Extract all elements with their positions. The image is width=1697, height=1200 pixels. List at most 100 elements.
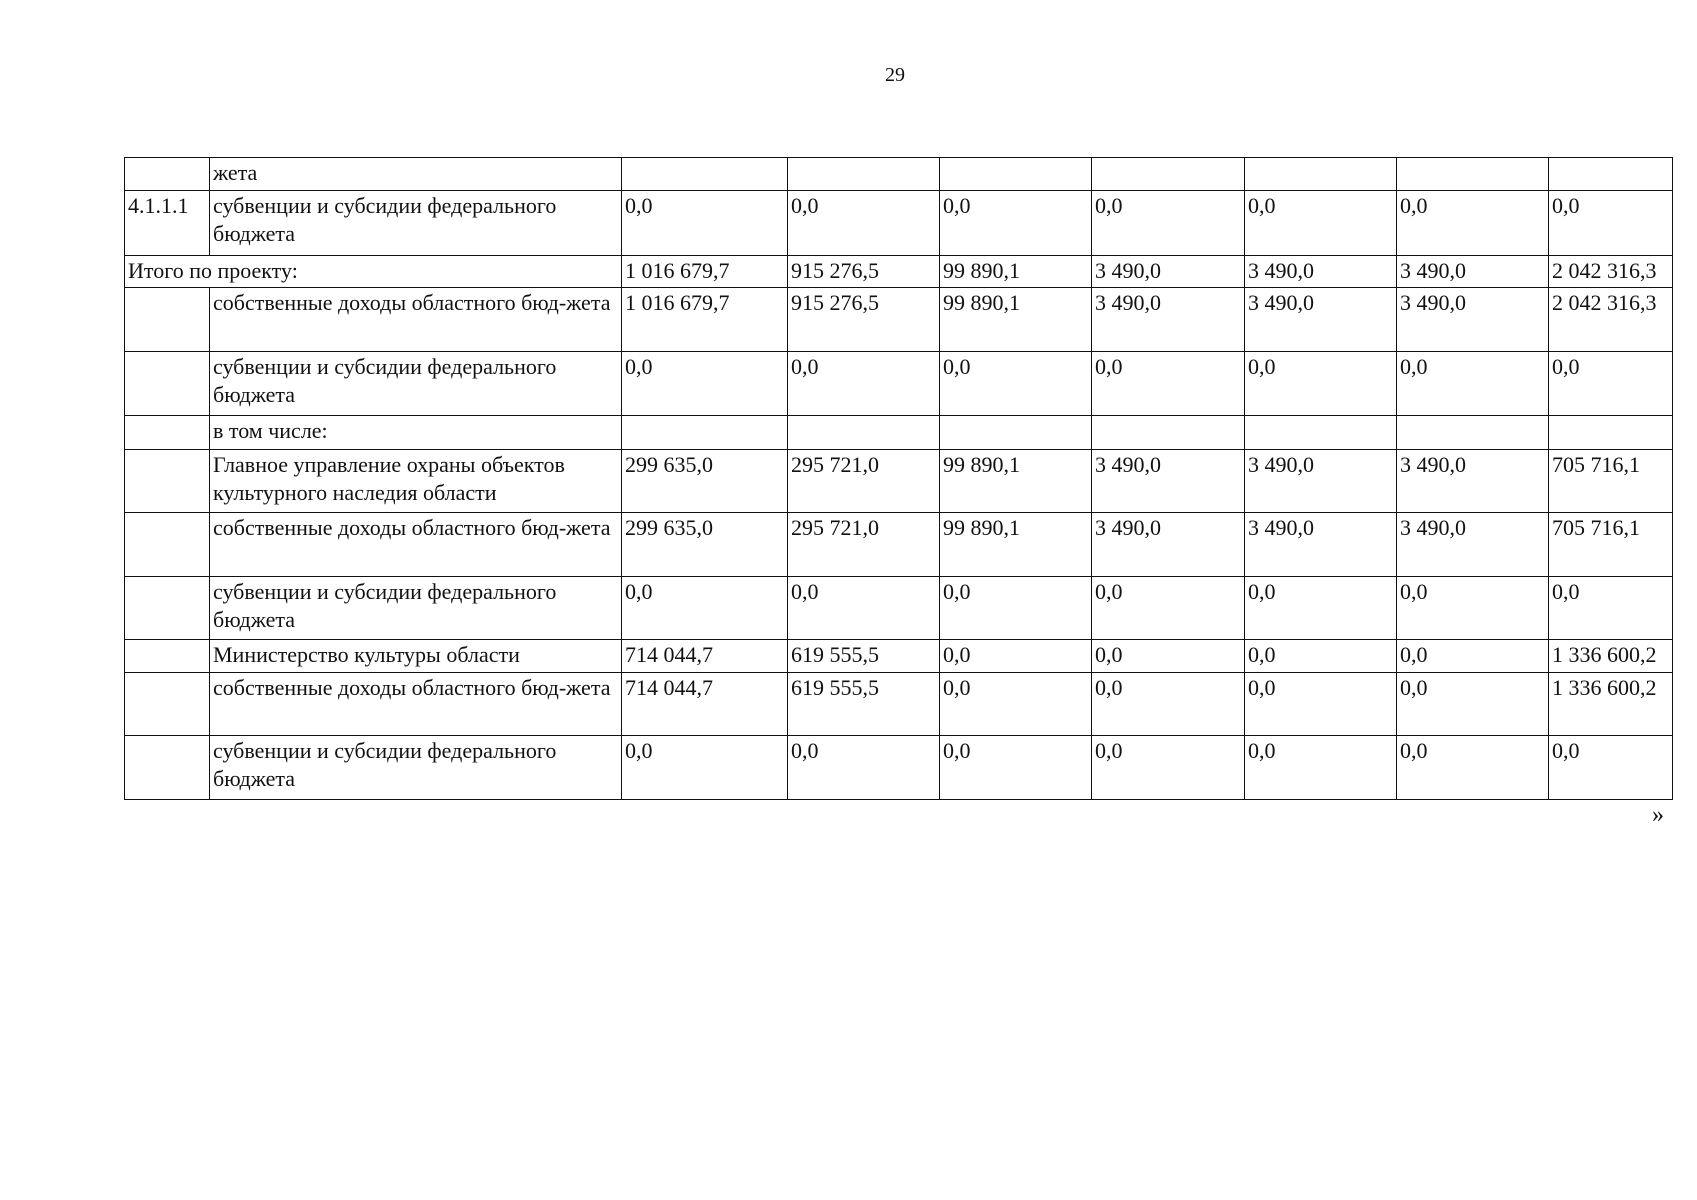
value-cell: 3 490,0 (1396, 287, 1549, 352)
value-cell: 0,0 (1091, 351, 1245, 416)
value-cell (1396, 157, 1549, 191)
value-cell: 0,0 (1548, 351, 1673, 416)
value-cell: 0,0 (621, 735, 788, 800)
value-cell: 0,0 (1091, 576, 1245, 640)
value-cell: 915 276,5 (787, 287, 940, 352)
value-cell: 0,0 (787, 735, 940, 800)
value-cell: 3 490,0 (1091, 287, 1245, 352)
value-cell: 3 490,0 (1244, 287, 1397, 352)
value-cell: 915 276,5 (787, 255, 940, 288)
table-row: собственные доходы областного бюд-жета 71… (124, 672, 1673, 736)
table-row: собственные доходы областного бюд-жета 29… (124, 512, 1673, 577)
value-cell: 0,0 (939, 190, 1092, 256)
value-cell: 99 890,1 (939, 287, 1092, 352)
value-cell: 299 635,0 (621, 449, 788, 513)
row-code: 4.1.1.1 (124, 190, 210, 256)
value-cell (1396, 415, 1549, 450)
row-label: собственные доходы областного бюд-жета (209, 672, 622, 736)
value-cell: 2 042 316,3 (1548, 255, 1673, 288)
value-cell: 0,0 (1396, 190, 1549, 256)
value-cell: 0,0 (621, 351, 788, 416)
value-cell: 299 635,0 (621, 512, 788, 577)
value-cell: 295 721,0 (787, 512, 940, 577)
value-cell: 99 890,1 (939, 449, 1092, 513)
value-cell (1091, 415, 1245, 450)
row-label: субвенции и субсидии федерального бюджет… (209, 190, 622, 256)
value-cell: 714 044,7 (621, 639, 788, 673)
value-cell: 0,0 (621, 190, 788, 256)
closing-quote: » (1652, 802, 1664, 828)
table-row: субвенции и субсидии федерального бюджет… (124, 735, 1673, 800)
value-cell: 0,0 (1091, 672, 1245, 736)
value-cell (1091, 157, 1245, 191)
value-cell (787, 415, 940, 450)
value-cell: 0,0 (1091, 735, 1245, 800)
value-cell: 0,0 (1396, 351, 1549, 416)
row-code (124, 157, 210, 191)
value-cell (621, 157, 788, 191)
value-cell: 0,0 (1244, 735, 1397, 800)
row-label: жета (209, 157, 622, 191)
value-cell: 0,0 (939, 351, 1092, 416)
row-code (124, 449, 210, 513)
value-cell: 3 490,0 (1396, 255, 1549, 288)
row-code (124, 351, 210, 416)
value-cell: 0,0 (787, 190, 940, 256)
row-label: собственные доходы областного бюд-жета (209, 512, 622, 577)
row-code (124, 576, 210, 640)
row-label: субвенции и субсидии федерального бюджет… (209, 576, 622, 640)
value-cell: 0,0 (1244, 190, 1397, 256)
value-cell (1244, 157, 1397, 191)
value-cell (939, 415, 1092, 450)
row-code (124, 672, 210, 736)
table-row: собственные доходы областного бюд-жета 1 … (124, 287, 1673, 352)
value-cell: 0,0 (1244, 639, 1397, 673)
value-cell: 0,0 (939, 672, 1092, 736)
table-row: Главное управление охраны объектов культ… (124, 449, 1673, 513)
value-cell: 0,0 (1396, 672, 1549, 736)
value-cell (1244, 415, 1397, 450)
row-label: субвенции и субсидии федерального бюджет… (209, 351, 622, 416)
row-code (124, 287, 210, 352)
table-row: Итого по проекту: 1 016 679,7 915 276,5 99 … (124, 255, 1673, 288)
value-cell: 3 490,0 (1091, 255, 1245, 288)
value-cell: 705 716,1 (1548, 512, 1673, 577)
row-code (124, 639, 210, 673)
value-cell: 0,0 (1091, 639, 1245, 673)
value-cell: 0,0 (939, 639, 1092, 673)
value-cell (1548, 415, 1673, 450)
value-cell: 0,0 (1091, 190, 1245, 256)
value-cell: 295 721,0 (787, 449, 940, 513)
value-cell: 99 890,1 (939, 512, 1092, 577)
value-cell: 3 490,0 (1244, 449, 1397, 513)
row-code (124, 512, 210, 577)
value-cell (621, 415, 788, 450)
value-cell: 0,0 (1244, 351, 1397, 416)
value-cell: 0,0 (1396, 639, 1549, 673)
value-cell: 2 042 316,3 (1548, 287, 1673, 352)
value-cell: 3 490,0 (1396, 449, 1549, 513)
value-cell: 3 490,0 (1091, 449, 1245, 513)
value-cell: 619 555,5 (787, 639, 940, 673)
row-label: Главное управление охраны объектов культ… (209, 449, 622, 513)
table-row: жета (124, 157, 1673, 191)
value-cell: 0,0 (1244, 576, 1397, 640)
value-cell: 0,0 (939, 576, 1092, 640)
table-row: субвенции и субсидии федерального бюджет… (124, 576, 1673, 640)
row-label: Министерство культуры области (209, 639, 622, 673)
row-code (124, 735, 210, 800)
budget-table: жета 4.1.1.1 субвенции и субсидии федераль… (124, 157, 1673, 800)
value-cell: 1 336 600,2 (1548, 639, 1673, 673)
row-label: субвенции и субсидии федерального бюджет… (209, 735, 622, 800)
value-cell: 0,0 (621, 576, 788, 640)
value-cell: 1 016 679,7 (621, 287, 788, 352)
value-cell: 0,0 (787, 351, 940, 416)
value-cell: 99 890,1 (939, 255, 1092, 288)
value-cell: 0,0 (1548, 576, 1673, 640)
table-row: 4.1.1.1 субвенции и субсидии федерального… (124, 190, 1673, 256)
row-label: собственные доходы областного бюд-жета (209, 287, 622, 352)
value-cell: 3 490,0 (1244, 512, 1397, 577)
value-cell: 0,0 (939, 735, 1092, 800)
value-cell: 619 555,5 (787, 672, 940, 736)
value-cell: 0,0 (1396, 576, 1549, 640)
